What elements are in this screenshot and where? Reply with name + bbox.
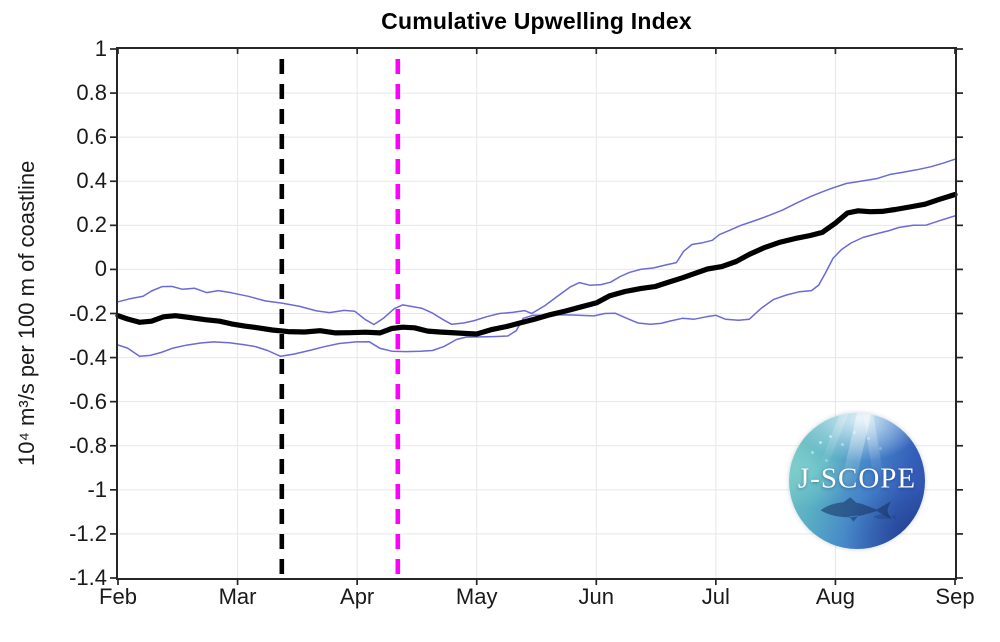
x-tick-label-jul: Jul <box>701 584 730 609</box>
jscope-logo: J-SCOPE <box>789 413 925 549</box>
y-tick-label-0.4: 0.4 <box>76 168 107 194</box>
plot-area <box>110 47 963 585</box>
y-tick-label--0.2: -0.2 <box>69 300 107 326</box>
plot-svg <box>110 48 963 585</box>
x-tick-label-apr: Apr <box>340 584 375 609</box>
y-tick-label--0.8: -0.8 <box>69 432 107 458</box>
series-ensemble-mean <box>115 191 958 337</box>
y-tick-label-0: 0 <box>94 256 107 282</box>
series-lower-ensemble-member <box>117 215 956 358</box>
x-tick-label-jun: Jun <box>578 584 615 609</box>
fish-icon <box>873 514 897 521</box>
fish-icon <box>820 496 892 522</box>
x-tick-label-aug: Aug <box>815 584 855 609</box>
y-tick-label-0.8: 0.8 <box>76 80 107 106</box>
gridlines <box>118 49 955 578</box>
vline-markers <box>279 49 401 578</box>
y-tick-label--1.4: -1.4 <box>69 565 107 590</box>
x-tick-label-feb: Feb <box>99 584 137 609</box>
bubbles <box>819 441 822 444</box>
series-upper-ensemble-member <box>117 158 956 326</box>
x-tick-label-sep: Sep <box>935 584 975 609</box>
x-tick-label-may: May <box>455 584 498 609</box>
y-tick-label-0.2: 0.2 <box>76 212 107 238</box>
y-tick-label--1: -1 <box>87 476 107 502</box>
data-series <box>115 158 958 358</box>
logo-text: J-SCOPE <box>797 462 917 495</box>
y-tick-label-1: 1 <box>94 36 107 61</box>
y-tick-label--1.2: -1.2 <box>69 520 107 546</box>
chart-title: Cumulative Upwelling Index <box>381 8 692 34</box>
y-tick-label--0.4: -0.4 <box>69 344 107 370</box>
x-tick-label-mar: Mar <box>218 584 257 609</box>
y-tick-label--0.6: -0.6 <box>69 388 107 414</box>
y-tick-label-0.6: 0.6 <box>76 124 107 150</box>
light-ray <box>818 413 850 470</box>
